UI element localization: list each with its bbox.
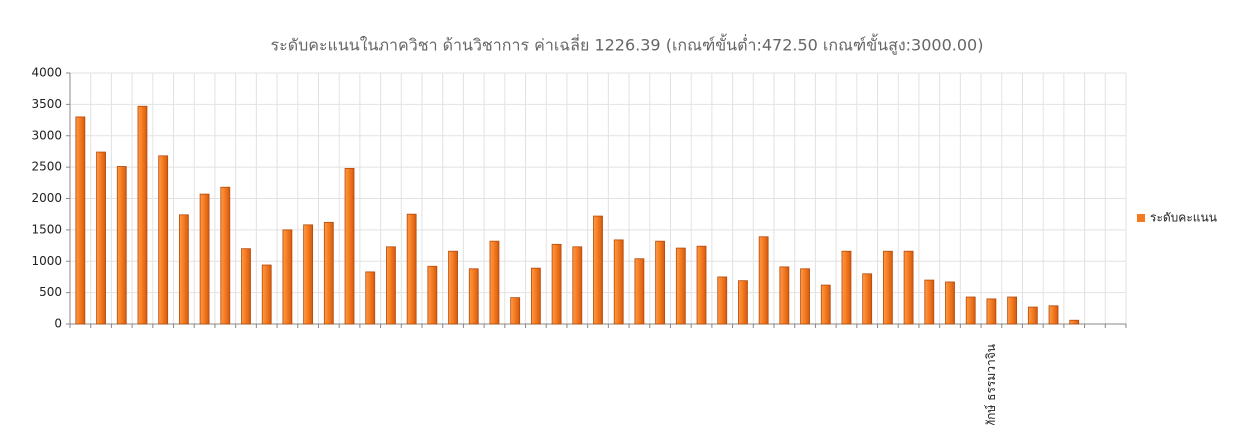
- y-tick-label: 500: [39, 285, 62, 299]
- bar: [158, 155, 169, 325]
- bar: [365, 271, 376, 325]
- bar: [572, 246, 583, 325]
- bar: [675, 247, 686, 325]
- bar: [96, 151, 106, 325]
- bar: [199, 193, 210, 325]
- bar: [717, 276, 728, 325]
- bar: [468, 268, 479, 325]
- bar: [178, 214, 189, 325]
- bar: [303, 224, 314, 325]
- bar: [593, 215, 603, 325]
- bar: [551, 243, 562, 325]
- bar: [137, 105, 148, 325]
- y-tick-label: 4000: [31, 66, 62, 80]
- bar: [448, 250, 458, 325]
- bar: [924, 279, 935, 325]
- bar: [510, 297, 521, 325]
- bar: [344, 167, 355, 325]
- bar: [655, 240, 666, 325]
- bar: [241, 248, 251, 325]
- bar: [116, 166, 127, 325]
- bar: [282, 229, 293, 325]
- bar: [862, 273, 873, 325]
- bar: [1069, 319, 1080, 325]
- bar: [903, 250, 914, 325]
- bar: [800, 268, 810, 325]
- bar: [75, 116, 86, 325]
- bar: [489, 240, 500, 325]
- bar: [738, 280, 748, 325]
- bar: [1027, 306, 1038, 325]
- x-tick-label: พิทักษ์ ธรรมวาจิน: [984, 344, 998, 425]
- bar: [220, 186, 231, 325]
- bar: [758, 236, 769, 325]
- y-tick-label: 1000: [31, 254, 62, 268]
- y-tick-label: 3500: [31, 97, 62, 111]
- legend-label: ระดับคะแนน: [1150, 211, 1217, 225]
- bar: [613, 239, 624, 325]
- bar: [945, 281, 955, 325]
- bar: [386, 246, 396, 325]
- y-tick-label: 3000: [31, 128, 62, 142]
- bar: [261, 264, 272, 325]
- bar: [841, 250, 852, 325]
- bar: [820, 284, 831, 325]
- bar: [1048, 305, 1059, 325]
- bar: [882, 250, 893, 325]
- bar: [406, 213, 417, 325]
- y-tick-label: 2000: [31, 191, 62, 205]
- bar: [1007, 296, 1018, 325]
- bar: [986, 298, 997, 325]
- bar: [427, 265, 438, 325]
- y-tick-label: 0: [54, 317, 62, 331]
- y-tick-label: 2500: [31, 160, 62, 174]
- bar: [779, 266, 790, 325]
- bar: [634, 258, 645, 325]
- y-tick-label: 1500: [31, 222, 62, 236]
- bar: [323, 221, 334, 325]
- legend-swatch: [1137, 214, 1145, 222]
- bar: [965, 296, 976, 325]
- bar: [696, 245, 707, 325]
- chart-title: ระดับคะแนนในภาควิชา ด้านวิชาการ ค่าเฉลี่…: [271, 34, 984, 56]
- bar: [530, 267, 541, 325]
